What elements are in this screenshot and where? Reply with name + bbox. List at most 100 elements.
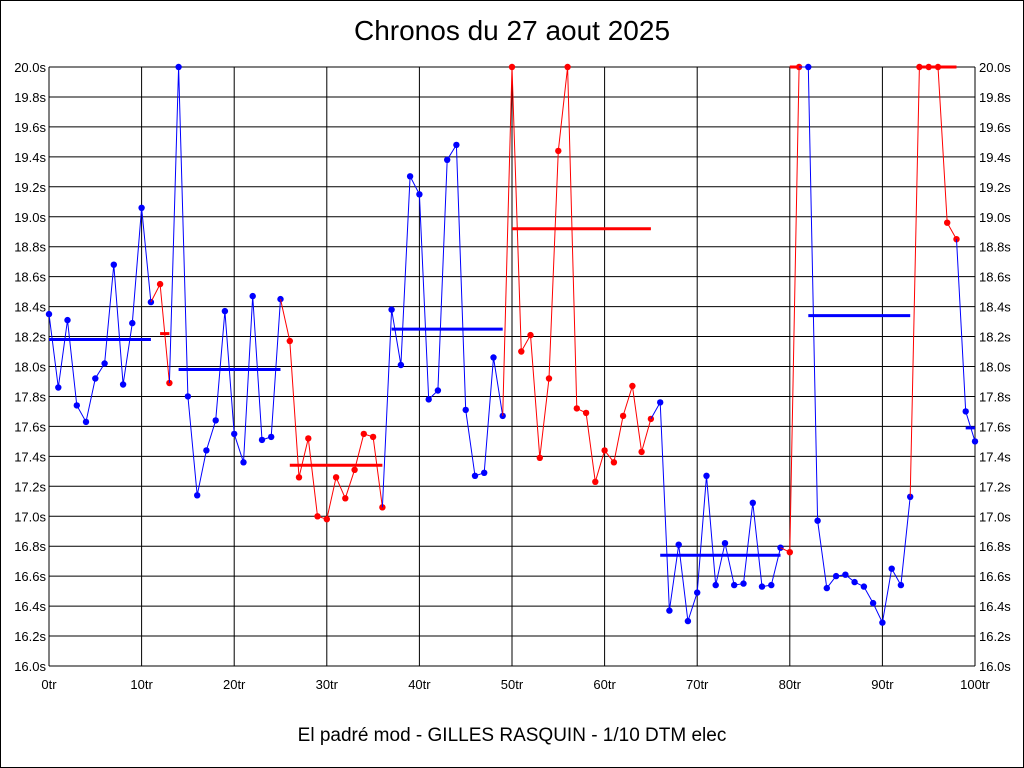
- y-tick-label-right: 19.6s: [979, 120, 1011, 135]
- data-point-blue: [471, 472, 479, 479]
- y-tick-label-right: 19.8s: [979, 90, 1011, 105]
- data-point-blue: [184, 393, 192, 400]
- y-tick-label-left: 18.8s: [14, 240, 46, 255]
- data-point-blue: [879, 619, 886, 626]
- y-tick-label-right: 16.8s: [979, 539, 1011, 554]
- data-point-red: [944, 219, 951, 226]
- y-tick-label-left: 19.2s: [14, 180, 46, 195]
- y-tick-label-right: 18.0s: [979, 360, 1011, 375]
- data-point-red: [360, 430, 367, 438]
- data-point-blue: [406, 173, 414, 180]
- data-point-red: [295, 474, 303, 481]
- data-point-red: [925, 63, 932, 71]
- data-point-red: [934, 63, 942, 71]
- data-point-red: [564, 63, 571, 71]
- chart-title: Chronos du 27 aout 2025: [353, 15, 671, 46]
- y-tick-label-right: 17.0s: [979, 509, 1011, 524]
- data-point-blue: [675, 541, 682, 548]
- y-tick-label-right: 17.2s: [979, 479, 1011, 494]
- series-line-red: [909, 66, 957, 497]
- data-point-blue: [453, 141, 460, 149]
- y-tick-label-right: 18.6s: [979, 270, 1011, 285]
- y-tick-label-left: 18.2s: [14, 330, 46, 345]
- y-tick-label-right: 18.4s: [979, 300, 1011, 315]
- series-line-blue: [799, 66, 911, 625]
- data-point-blue: [388, 306, 395, 313]
- y-tick-label-right: 18.8s: [979, 240, 1011, 255]
- data-point-red: [508, 63, 516, 71]
- data-point-blue: [138, 204, 145, 211]
- data-point-blue: [277, 295, 284, 303]
- data-point-blue: [73, 402, 81, 409]
- data-point-blue: [45, 310, 53, 318]
- data-point-blue: [768, 581, 775, 589]
- y-tick-label-right: 19.4s: [979, 150, 1011, 165]
- data-point-blue: [962, 408, 969, 415]
- data-point-blue: [129, 319, 136, 327]
- data-point-blue: [175, 63, 182, 71]
- y-tick-label-left: 18.0s: [14, 360, 46, 375]
- data-point-blue: [758, 583, 766, 590]
- y-tick-label-right: 20.0s: [979, 60, 1011, 75]
- y-tick-label-left: 16.4s: [14, 599, 46, 614]
- y-tick-label-left: 18.6s: [14, 270, 46, 285]
- data-point-blue: [64, 316, 71, 324]
- data-point-red: [916, 63, 923, 71]
- data-point-blue: [203, 447, 210, 454]
- data-point-red: [156, 280, 164, 288]
- x-tick-label: 80tr: [779, 677, 802, 692]
- y-tick-label-left: 17.4s: [14, 449, 46, 464]
- data-point-red: [518, 348, 525, 355]
- data-point-red: [286, 337, 293, 345]
- data-point-blue: [231, 430, 238, 438]
- y-tick-label-right: 18.2s: [979, 330, 1011, 345]
- x-tick-label: 10tr: [130, 677, 153, 692]
- data-point-blue: [212, 417, 219, 424]
- data-point-blue: [249, 292, 256, 300]
- y-tick-label-left: 19.4s: [14, 150, 46, 165]
- y-tick-label-left: 16.8s: [14, 539, 46, 554]
- data-point-blue: [684, 617, 692, 625]
- x-tick-label: 0tr: [41, 677, 57, 692]
- y-tick-label-left: 17.6s: [14, 419, 46, 434]
- x-tick-label: 40tr: [408, 677, 431, 692]
- data-point-red: [638, 448, 645, 456]
- data-point-red: [545, 375, 553, 382]
- y-tick-label-left: 17.2s: [14, 479, 46, 494]
- data-point-red: [573, 405, 580, 412]
- data-point-blue: [490, 354, 497, 361]
- data-point-blue: [703, 472, 710, 479]
- series-line-red: [502, 66, 652, 482]
- y-tick-label-left: 17.8s: [14, 389, 46, 404]
- data-point-blue: [971, 438, 979, 445]
- data-point-blue: [119, 381, 127, 388]
- data-point-blue: [55, 384, 62, 391]
- y-tick-label-left: 16.6s: [14, 569, 46, 584]
- data-point-red: [592, 478, 599, 485]
- data-point-red: [610, 459, 618, 466]
- x-tick-label: 100tr: [960, 677, 990, 692]
- y-tick-label-right: 17.6s: [979, 419, 1011, 434]
- x-tick-label: 70tr: [686, 677, 709, 692]
- y-tick-label-right: 19.0s: [979, 210, 1011, 225]
- series-line-blue: [48, 207, 152, 424]
- y-tick-label-right: 16.4s: [979, 599, 1011, 614]
- y-tick-label-left: 17.0s: [14, 509, 46, 524]
- data-point-blue: [888, 565, 895, 572]
- data-point-blue: [897, 581, 905, 589]
- y-tick-label-left: 18.4s: [14, 300, 46, 315]
- data-point-blue: [268, 433, 275, 441]
- y-tick-label-right: 16.0s: [979, 659, 1011, 674]
- y-tick-label-left: 19.0s: [14, 210, 46, 225]
- data-point-red: [555, 147, 562, 155]
- data-point-blue: [749, 499, 756, 506]
- data-point-blue: [462, 406, 469, 414]
- data-point-blue: [860, 583, 868, 590]
- data-point-blue: [194, 492, 201, 499]
- data-point-red: [582, 409, 590, 417]
- data-point-blue: [712, 581, 719, 589]
- y-tick-label-right: 17.8s: [979, 389, 1011, 404]
- data-point-red: [323, 516, 330, 523]
- y-tick-label-left: 16.2s: [14, 629, 46, 644]
- data-point-blue: [869, 599, 877, 607]
